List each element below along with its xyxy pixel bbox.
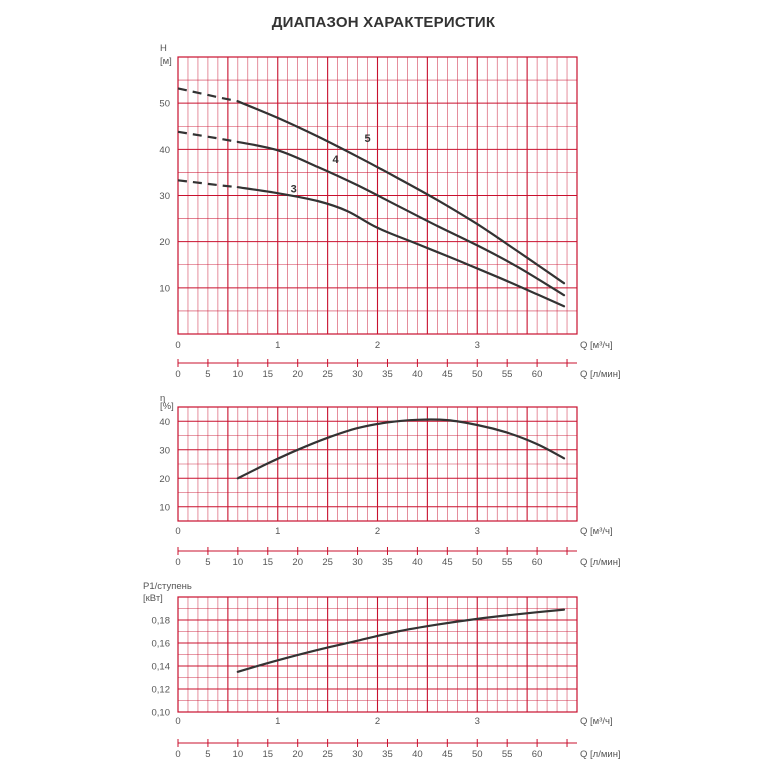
x-tick-label-m3h: 3 xyxy=(475,340,480,351)
curve-label: 5 xyxy=(364,133,370,145)
x-tick-label-lmin: 45 xyxy=(442,557,453,568)
x-tick-label-lmin: 20 xyxy=(292,557,303,568)
y-tick-label: 0,12 xyxy=(152,685,171,696)
x-tick-label-lmin: 30 xyxy=(352,369,363,380)
y-axis-unit: [кВт] xyxy=(143,593,163,604)
curve-line xyxy=(236,140,566,297)
page-title: ДИАПАЗОН ХАРАКТЕРИСТИК xyxy=(271,14,496,31)
y-axis-title: H xyxy=(160,43,167,54)
curve-label: 4 xyxy=(333,154,340,166)
x-tick-label-lmin: 10 xyxy=(233,369,244,380)
x-tick-label-lmin: 5 xyxy=(205,557,210,568)
y-axis-unit: [м] xyxy=(160,56,172,67)
x-tick-label-lmin: 30 xyxy=(352,749,363,760)
x-tick-label-lmin: 25 xyxy=(322,557,333,568)
x-tick-label-m3h: 2 xyxy=(375,526,380,537)
y-tick-label: 30 xyxy=(159,445,170,456)
curve-line xyxy=(236,186,566,308)
x-tick-label-lmin: 20 xyxy=(292,369,303,380)
y-axis-title: P1/ступень xyxy=(143,581,192,592)
x-tick-label-lmin: 10 xyxy=(233,557,244,568)
x-tick-label-lmin: 5 xyxy=(205,369,210,380)
x-tick-label-lmin: 35 xyxy=(382,557,393,568)
x-tick-label-lmin: 40 xyxy=(412,369,423,380)
x-tick-label-lmin: 40 xyxy=(412,557,423,568)
x-tick-label-lmin: 20 xyxy=(292,749,303,760)
x-tick-label-lmin: 45 xyxy=(442,749,453,760)
y-tick-label: 20 xyxy=(159,474,170,485)
x-tick-label-m3h: 1 xyxy=(275,526,280,537)
x-tick-label-m3h: 3 xyxy=(475,526,480,537)
x-axis-title-lmin: Q [л/мин] xyxy=(580,369,621,380)
x-tick-label-lmin: 55 xyxy=(502,557,513,568)
x-tick-label-lmin: 5 xyxy=(205,749,210,760)
x-tick-label-lmin: 45 xyxy=(442,369,453,380)
curve-line xyxy=(236,418,566,480)
x-axis-title-m3h: Q [м³/ч] xyxy=(580,526,613,537)
x-tick-label-m3h: 0 xyxy=(175,716,180,727)
x-tick-label-lmin: 35 xyxy=(382,749,393,760)
y-tick-label: 10 xyxy=(159,502,170,513)
x-tick-label-lmin: 55 xyxy=(502,749,513,760)
x-tick-label-lmin: 0 xyxy=(175,557,180,568)
y-tick-label: 0,10 xyxy=(152,708,171,719)
y-tick-label: 20 xyxy=(159,237,170,248)
y-tick-label: 0,18 xyxy=(152,616,171,627)
y-axis-unit: [%] xyxy=(160,401,174,412)
x-tick-label-lmin: 15 xyxy=(262,749,273,760)
x-tick-label-lmin: 40 xyxy=(412,749,423,760)
x-tick-label-lmin: 30 xyxy=(352,557,363,568)
x-tick-label-lmin: 15 xyxy=(262,557,273,568)
curve-line xyxy=(236,100,566,285)
curve-label: 3 xyxy=(291,184,297,196)
y-tick-label: 50 xyxy=(159,99,170,110)
x-tick-label-m3h: 2 xyxy=(375,340,380,351)
x-axis-title-lmin: Q [л/мин] xyxy=(580,557,621,568)
x-tick-label-lmin: 50 xyxy=(472,557,483,568)
x-tick-label-lmin: 50 xyxy=(472,749,483,760)
x-tick-label-lmin: 60 xyxy=(532,749,543,760)
x-axis-title-lmin: Q [л/мин] xyxy=(580,749,621,760)
x-tick-label-lmin: 55 xyxy=(502,369,513,380)
x-tick-label-lmin: 0 xyxy=(175,369,180,380)
x-tick-label-m3h: 1 xyxy=(275,716,280,727)
y-tick-label: 30 xyxy=(159,191,170,202)
x-tick-label-lmin: 10 xyxy=(233,749,244,760)
x-tick-label-m3h: 0 xyxy=(175,526,180,537)
x-tick-label-lmin: 0 xyxy=(175,749,180,760)
x-tick-label-lmin: 25 xyxy=(322,749,333,760)
y-tick-label: 10 xyxy=(159,283,170,294)
y-axis-title: η xyxy=(160,393,165,404)
x-tick-label-lmin: 15 xyxy=(262,369,273,380)
x-tick-label-lmin: 60 xyxy=(532,557,543,568)
x-axis-title-m3h: Q [м³/ч] xyxy=(580,716,613,727)
curve-line xyxy=(236,608,566,673)
y-tick-label: 40 xyxy=(159,145,170,156)
x-tick-label-lmin: 35 xyxy=(382,369,393,380)
x-tick-label-m3h: 0 xyxy=(175,340,180,351)
x-tick-label-lmin: 25 xyxy=(322,369,333,380)
x-tick-label-lmin: 60 xyxy=(532,369,543,380)
x-axis-title-m3h: Q [м³/ч] xyxy=(580,340,613,351)
x-tick-label-m3h: 3 xyxy=(475,716,480,727)
y-tick-label: 0,14 xyxy=(152,662,171,673)
x-tick-label-lmin: 50 xyxy=(472,369,483,380)
y-tick-label: 0,16 xyxy=(152,639,171,650)
x-tick-label-m3h: 1 xyxy=(275,340,280,351)
y-tick-label: 40 xyxy=(159,417,170,428)
x-tick-label-m3h: 2 xyxy=(375,716,380,727)
